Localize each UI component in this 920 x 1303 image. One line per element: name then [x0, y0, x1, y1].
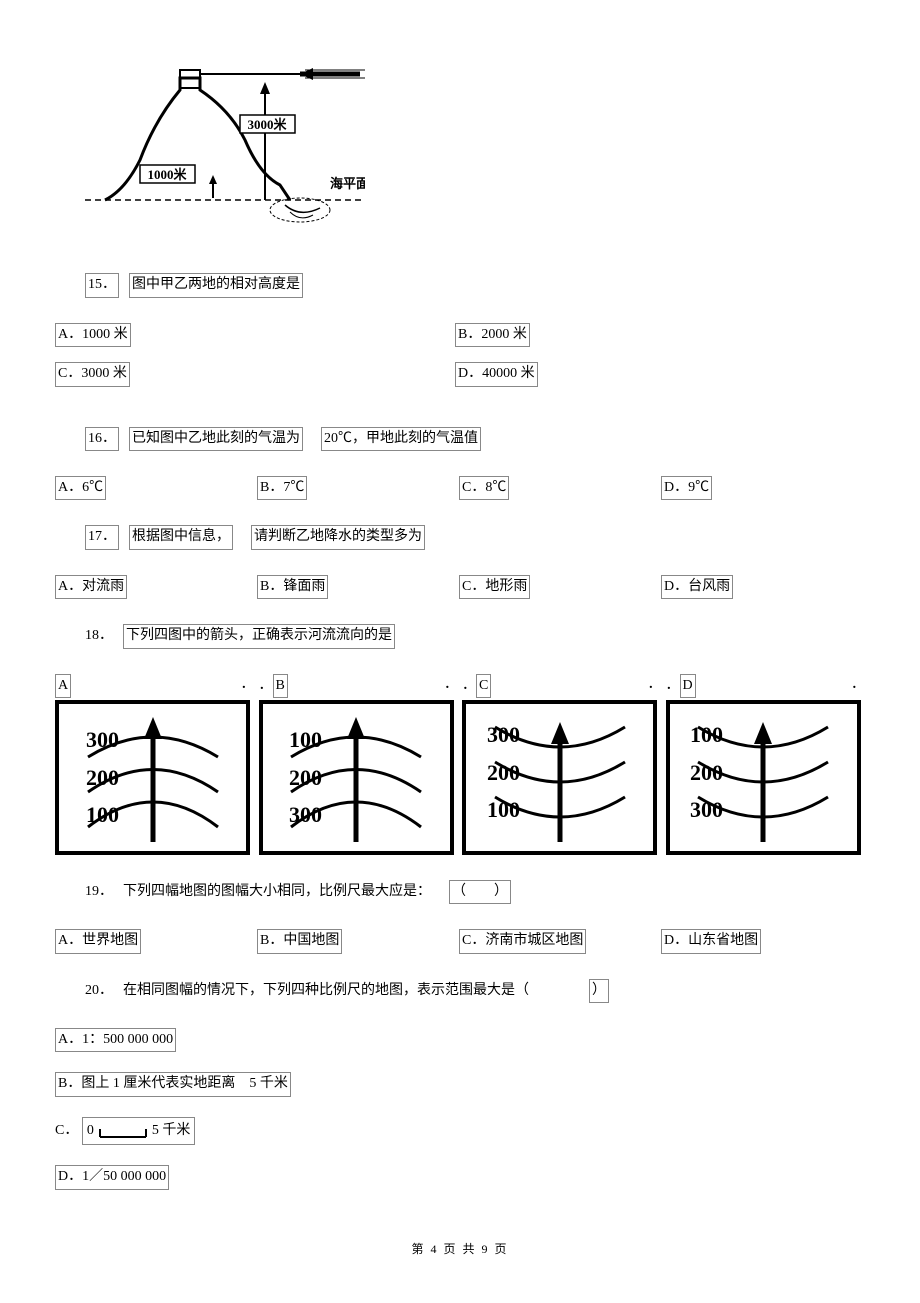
mountain-svg: 3000米 1000米 海平面: [85, 60, 365, 240]
q18-optD: ．D． 100 200 300: [666, 674, 866, 855]
svg-text:300: 300: [487, 722, 520, 747]
q19-d: D．山东省地图: [661, 929, 761, 953]
q18-b-label: B: [273, 674, 288, 698]
scale-start: 0: [87, 1120, 94, 1142]
contour-svg-d: 100 200 300: [678, 707, 848, 847]
q18-num: 18．: [85, 625, 113, 647]
q19-b: B．中国地图: [257, 929, 342, 953]
q15-choices: A．1000 米 B．2000 米 C．3000 米 D．40000 米: [55, 323, 865, 402]
q19-a: A．世界地图: [55, 929, 141, 953]
q19-paren: （ ）: [449, 880, 511, 904]
q17-num: 17．: [85, 525, 119, 549]
q16: 16． 已知图中乙地此刻的气温为 20℃，甲地此刻的气温值: [85, 427, 865, 451]
contour-svg-a: 300 200 100: [68, 707, 238, 847]
q18-images: A． 300 200 100 ．B． 100 200 300: [55, 674, 865, 855]
contour-svg-b: 100 200 300: [271, 707, 441, 847]
q16-b: B．7℃: [257, 476, 307, 500]
svg-text:1000米: 1000米: [147, 167, 187, 182]
q17-a: A．对流雨: [55, 575, 127, 599]
q16-choices: A．6℃ B．7℃ C．8℃ D．9℃: [55, 476, 865, 500]
q16-d: D．9℃: [661, 476, 712, 500]
svg-text:100: 100: [289, 727, 322, 752]
svg-text:100: 100: [487, 797, 520, 822]
contour-svg-c: 300 200 100: [475, 707, 645, 847]
q15-b: B．2000 米: [455, 323, 530, 347]
q18-d-label: D: [680, 674, 696, 698]
q16-text2: 20℃，甲地此刻的气温值: [321, 427, 481, 451]
q20-b: B．图上 1 厘米代表实地距离 5 千米: [55, 1072, 291, 1096]
scale-bar: 0 5 千米: [82, 1117, 196, 1145]
q19-c: C．济南市城区地图: [459, 929, 586, 953]
q19: 19． 下列四幅地图的图幅大小相同，比例尺最大应是： （ ）: [85, 880, 865, 904]
scale-end: 5 千米: [152, 1120, 191, 1142]
scale-svg: [98, 1123, 148, 1139]
page-footer: 第 4 页 共 9 页: [55, 1240, 865, 1259]
svg-text:100: 100: [86, 802, 119, 827]
q15-a: A．1000 米: [55, 323, 131, 347]
q15-c: C．3000 米: [55, 362, 130, 386]
q16-c: C．8℃: [459, 476, 509, 500]
q17-text1: 根据图中信息，: [129, 525, 233, 549]
q20-c-prefix: C．: [55, 1123, 78, 1138]
q16-text1: 已知图中乙地此刻的气温为: [129, 427, 303, 451]
mountain-diagram: 3000米 1000米 海平面: [85, 60, 865, 248]
q19-choices: A．世界地图 B．中国地图 C．济南市城区地图 D．山东省地图: [55, 929, 865, 953]
q18: 18． 下列四图中的箭头，正确表示河流流向的是: [85, 624, 865, 648]
svg-text:300: 300: [289, 802, 322, 827]
q20-paren: ）: [589, 979, 609, 1003]
q18-optB: ．B． 100 200 300: [259, 674, 459, 855]
q20-c: C． 0 5 千米: [55, 1117, 865, 1145]
q20-d: D．1／50 000 000: [55, 1165, 169, 1189]
q17-c: C．地形雨: [459, 575, 530, 599]
q19-num: 19．: [85, 881, 113, 903]
q19-text: 下列四幅地图的图幅大小相同，比例尺最大应是：: [123, 881, 431, 903]
svg-text:100: 100: [690, 722, 723, 747]
q17-b: B．锋面雨: [257, 575, 328, 599]
q16-num: 16．: [85, 427, 119, 451]
svg-text:200: 200: [86, 765, 119, 790]
q18-c-label: C: [476, 674, 491, 698]
svg-text:3000米: 3000米: [247, 117, 287, 132]
q20-a: A．1：500 000 000: [55, 1028, 176, 1052]
q17: 17． 根据图中信息， 请判断乙地降水的类型多为: [85, 525, 865, 549]
q18-optC: ．C． 300 200 100: [462, 674, 662, 855]
q15-d: D．40000 米: [455, 362, 538, 386]
svg-text:200: 200: [289, 765, 322, 790]
q16-a: A．6℃: [55, 476, 106, 500]
svg-text:300: 300: [690, 797, 723, 822]
svg-text:200: 200: [690, 760, 723, 785]
q15: 15． 图中甲乙两地的相对高度是: [85, 273, 865, 297]
q17-d: D．台风雨: [661, 575, 733, 599]
svg-text:300: 300: [86, 727, 119, 752]
svg-text:200: 200: [487, 760, 520, 785]
q15-num: 15．: [85, 273, 119, 297]
q18-optA: A． 300 200 100: [55, 674, 255, 855]
q20-text: 在相同图幅的情况下，下列四种比例尺的地图，表示范围最大是（: [123, 980, 529, 1002]
q15-text: 图中甲乙两地的相对高度是: [129, 273, 303, 297]
q18-a-label: A: [55, 674, 71, 698]
q18-text: 下列四图中的箭头，正确表示河流流向的是: [123, 624, 395, 648]
q20: 20． 在相同图幅的情况下，下列四种比例尺的地图，表示范围最大是（ ）: [85, 979, 865, 1003]
q17-text2: 请判断乙地降水的类型多为: [251, 525, 425, 549]
q20-num: 20．: [85, 980, 113, 1002]
svg-text:海平面: 海平面: [330, 176, 365, 191]
q17-choices: A．对流雨 B．锋面雨 C．地形雨 D．台风雨: [55, 575, 865, 599]
